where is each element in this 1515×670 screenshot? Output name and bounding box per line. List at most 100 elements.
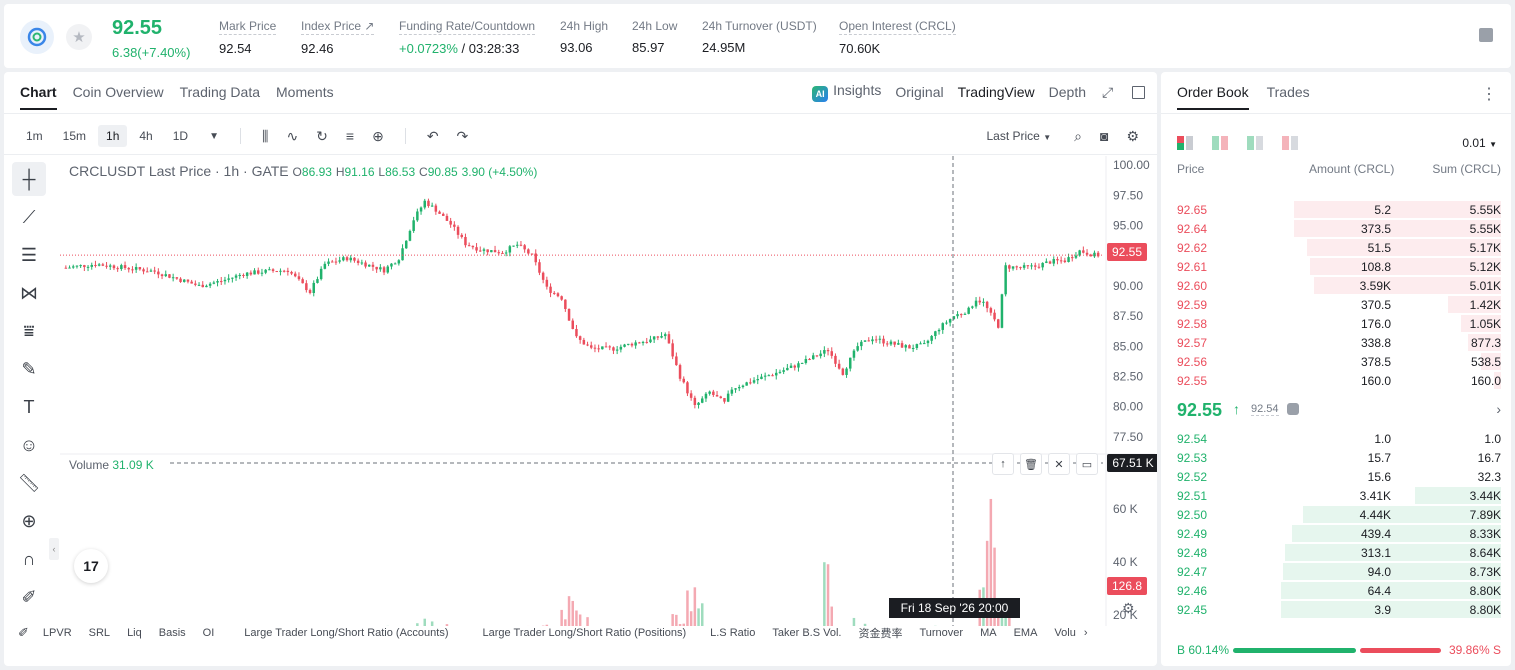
- price-type-select[interactable]: Last Price ▼: [986, 129, 1052, 143]
- magnet-icon[interactable]: ∩: [22, 548, 36, 569]
- indicator-liq[interactable]: Liq: [127, 627, 142, 639]
- fib-icon[interactable]: ⩸: [23, 320, 35, 341]
- horizontal-lines-icon[interactable]: ☰: [20, 244, 38, 265]
- gear-icon[interactable]: ⚙: [1126, 127, 1139, 144]
- layout-bids-asks-icon[interactable]: [1212, 136, 1228, 150]
- timeframe-1h[interactable]: 1h: [98, 125, 128, 147]
- templates-icon[interactable]: ≡: [345, 128, 355, 144]
- trendline-icon[interactable]: ⟋: [22, 206, 36, 227]
- ask-row[interactable]: 92.60 3.59K 5.01K: [1161, 276, 1511, 295]
- pattern-icon[interactable]: ⋈: [20, 282, 38, 303]
- indicator-lpvr[interactable]: LPVR: [42, 627, 72, 639]
- ask-row[interactable]: 92.64 373.5 5.55K: [1161, 219, 1511, 238]
- camera-icon[interactable]: ◙: [1099, 128, 1109, 144]
- bid-row[interactable]: 92.54 1.0 1.0: [1161, 429, 1511, 448]
- book-icon[interactable]: [1479, 28, 1493, 42]
- ask-row[interactable]: 92.59 370.5 1.42K: [1161, 295, 1511, 314]
- tab-tradingview[interactable]: TradingView: [957, 84, 1035, 100]
- arrow-up-icon[interactable]: ↑: [992, 453, 1014, 475]
- candle-body: [416, 211, 419, 221]
- tab-order-book[interactable]: Order Book: [1177, 84, 1249, 110]
- timeframe-1m[interactable]: 1m: [26, 129, 43, 143]
- bid-row[interactable]: 92.47 94.0 8.73K: [1161, 562, 1511, 581]
- indicator-ls-ratio[interactable]: L.S Ratio: [710, 627, 756, 639]
- candle-body: [767, 375, 771, 377]
- candle-body: [297, 276, 301, 280]
- indicator-oi[interactable]: OI: [202, 627, 215, 639]
- window-icon[interactable]: [1132, 85, 1145, 99]
- maximize-pane-icon[interactable]: ▭: [1076, 453, 1098, 475]
- trash-icon[interactable]: 🗑︎: [1020, 453, 1042, 475]
- indicator-turnover[interactable]: Turnover: [919, 627, 964, 639]
- ask-row[interactable]: 92.55 160.0 160.0: [1161, 371, 1511, 390]
- layout-asks-icon[interactable]: [1282, 136, 1298, 150]
- ask-row[interactable]: 92.57 338.8 877.3: [1161, 333, 1511, 352]
- bid-row[interactable]: 92.53 15.7 16.7: [1161, 448, 1511, 467]
- candle-body: [941, 323, 944, 330]
- indicator-srl[interactable]: SRL: [88, 627, 111, 639]
- tab-moments[interactable]: Moments: [276, 84, 334, 100]
- favorite-star-icon[interactable]: ★: [66, 24, 92, 50]
- precision-select[interactable]: 0.01 ▼: [1462, 136, 1497, 150]
- bid-row[interactable]: 92.48 313.1 8.64K: [1161, 543, 1511, 562]
- tab-chart[interactable]: Chart: [20, 84, 57, 110]
- tab-coin-overview[interactable]: Coin Overview: [72, 84, 164, 100]
- zoom-in-icon[interactable]: ⊕: [21, 510, 37, 531]
- ask-row[interactable]: 92.61 108.8 5.12K: [1161, 257, 1511, 276]
- collapse-icon[interactable]: ✕: [1048, 453, 1070, 475]
- crosshair-icon[interactable]: ┼: [12, 162, 46, 196]
- y-tick-label: 97.50: [1113, 188, 1143, 202]
- layout-bids-icon[interactable]: [1247, 136, 1263, 150]
- collapse-toolbar-icon[interactable]: ‹: [49, 538, 59, 560]
- bid-row[interactable]: 92.45 3.9 8.80K: [1161, 600, 1511, 619]
- bid-row[interactable]: 92.50 4.44K 7.89K: [1161, 505, 1511, 524]
- tab-insights[interactable]: AI Insights: [812, 82, 881, 102]
- undo-icon[interactable]: ↶: [426, 127, 439, 144]
- ask-row[interactable]: 92.56 378.5 538.5: [1161, 352, 1511, 371]
- indicator-lt-accounts[interactable]: Large Trader Long/Short Ratio (Accounts): [244, 627, 449, 639]
- tab-trading-data[interactable]: Trading Data: [179, 84, 261, 100]
- more-options-icon[interactable]: ⋮: [1481, 86, 1497, 103]
- indicator-basis[interactable]: Basis: [158, 627, 186, 639]
- ask-row[interactable]: 92.58 176.0 1.05K: [1161, 314, 1511, 333]
- chevron-right-icon[interactable]: ›: [1083, 627, 1088, 639]
- timeframe-dropdown-icon[interactable]: ▼: [209, 130, 219, 142]
- brush-icon[interactable]: ✎: [21, 358, 37, 379]
- layout-both-icon[interactable]: [1177, 136, 1193, 150]
- timeframe-1d[interactable]: 1D: [172, 129, 189, 143]
- timeframe-15m[interactable]: 15m: [62, 129, 87, 143]
- tab-depth[interactable]: Depth: [1048, 84, 1086, 100]
- indicators-icon[interactable]: ∿: [286, 127, 299, 144]
- replay-icon[interactable]: ↻: [316, 127, 328, 144]
- timeframe-4h[interactable]: 4h: [139, 129, 153, 143]
- tab-trades[interactable]: Trades: [1266, 84, 1310, 100]
- ask-row[interactable]: 92.62 51.5 5.17K: [1161, 238, 1511, 257]
- bid-row[interactable]: 92.52 15.6 32.3: [1161, 467, 1511, 486]
- indicator-ma[interactable]: MA: [980, 627, 997, 639]
- alert-add-icon[interactable]: ⊕: [372, 127, 384, 144]
- candle-body: [900, 343, 904, 348]
- search-icon[interactable]: ⌕: [1074, 127, 1082, 144]
- indicator-pen-icon[interactable]: ✐: [18, 625, 29, 640]
- candlestick-chart[interactable]: 100.0097.5095.0092.5090.0087.5085.0082.5…: [60, 156, 1155, 626]
- indicator-lt-positions[interactable]: Large Trader Long/Short Ratio (Positions…: [482, 627, 687, 639]
- tradingview-logo[interactable]: 17: [74, 549, 108, 583]
- ask-row[interactable]: 92.65 5.2 5.55K: [1161, 200, 1511, 219]
- text-icon[interactable]: T: [23, 396, 35, 417]
- bid-row[interactable]: 92.49 439.4 8.33K: [1161, 524, 1511, 543]
- expand-icon[interactable]: ⤢: [1102, 84, 1114, 100]
- indicator-taker-vol[interactable]: Taker B.S Vol.: [772, 627, 842, 639]
- indicator-funding[interactable]: 资金费率: [858, 628, 903, 640]
- stat-index-price[interactable]: Index Price ↗ 92.46: [301, 19, 375, 56]
- ruler-icon[interactable]: 📏︎: [17, 472, 41, 493]
- edit-pen-icon[interactable]: ✐: [21, 586, 37, 607]
- emoji-icon[interactable]: ☺: [19, 434, 39, 455]
- indicator-ema[interactable]: EMA: [1013, 627, 1038, 639]
- redo-icon[interactable]: ↷: [456, 127, 469, 144]
- indicator-volume[interactable]: Volu: [1054, 627, 1076, 639]
- bid-row[interactable]: 92.46 64.4 8.80K: [1161, 581, 1511, 600]
- tab-original[interactable]: Original: [895, 84, 944, 100]
- axis-settings-icon[interactable]: ⚙: [1122, 600, 1135, 616]
- candle-type-icon[interactable]: ⫼: [261, 127, 269, 144]
- bid-row[interactable]: 92.51 3.41K 3.44K: [1161, 486, 1511, 505]
